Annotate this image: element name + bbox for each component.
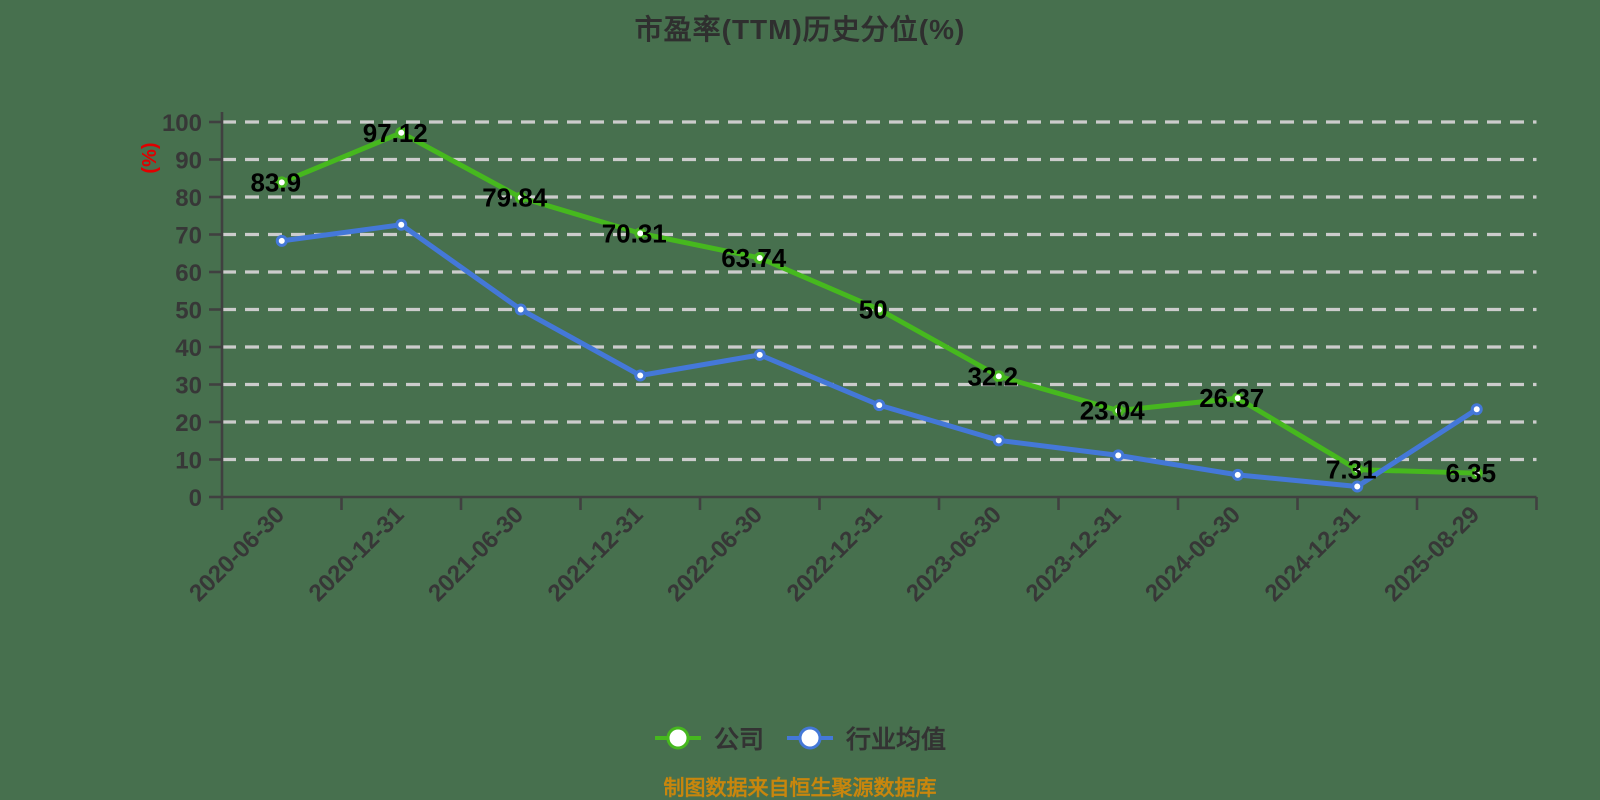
svg-text:30: 30 [175, 373, 202, 400]
legend-marker-industry-average-icon [787, 726, 833, 750]
svg-text:2024-06-30: 2024-06-30 [1140, 501, 1246, 607]
svg-text:83.9: 83.9 [250, 167, 301, 197]
legend-label-company: 公司 [713, 726, 764, 754]
svg-text:26.37: 26.37 [1199, 383, 1264, 413]
svg-text:2023-12-31: 2023-12-31 [1021, 501, 1127, 607]
svg-text:0: 0 [189, 485, 202, 512]
svg-text:90: 90 [175, 148, 202, 175]
chart-title: 市盈率(TTM)历史分位(%) [634, 14, 966, 45]
svg-text:10: 10 [175, 448, 202, 475]
svg-text:(%): (%) [139, 142, 161, 173]
svg-text:2022-06-30: 2022-06-30 [662, 501, 768, 607]
svg-text:2024-12-31: 2024-12-31 [1260, 501, 1366, 607]
legend-label-industry-average: 行业均值 [846, 726, 947, 754]
svg-text:50: 50 [175, 298, 202, 325]
svg-text:6.35: 6.35 [1445, 458, 1496, 488]
svg-text:63.74: 63.74 [721, 243, 787, 273]
svg-text:70: 70 [175, 223, 202, 250]
plot-area: 0 10 20 30 40 50 60 70 80 90 100 2020-06-30 2020-12-… [139, 110, 1538, 607]
svg-text:50: 50 [859, 295, 888, 325]
svg-text:32.2: 32.2 [967, 361, 1018, 391]
svg-text:100: 100 [162, 110, 202, 137]
svg-text:23.04: 23.04 [1080, 396, 1146, 426]
svg-text:40: 40 [175, 335, 202, 362]
svg-text:60: 60 [175, 260, 202, 287]
svg-text:2020-12-31: 2020-12-31 [304, 501, 410, 607]
svg-text:2020-06-30: 2020-06-30 [184, 501, 290, 607]
svg-text:2021-06-30: 2021-06-30 [423, 501, 529, 607]
legend: 公司 行业均值 [0, 720, 1600, 756]
svg-text:2025-08-29: 2025-08-29 [1379, 501, 1485, 607]
legend-item-company[interactable]: 公司 [654, 720, 764, 756]
svg-text:70.31: 70.31 [602, 218, 667, 248]
svg-text:2023-06-30: 2023-06-30 [901, 501, 1007, 607]
legend-marker-company-icon [654, 726, 701, 750]
svg-text:20: 20 [175, 410, 202, 437]
svg-text:2022-12-31: 2022-12-31 [782, 501, 888, 607]
svg-text:97.12: 97.12 [363, 118, 428, 148]
legend-item-industry-average[interactable]: 行业均值 [786, 720, 946, 756]
svg-text:80: 80 [175, 185, 202, 212]
svg-text:79.84: 79.84 [482, 183, 548, 213]
svg-text:7.31: 7.31 [1326, 455, 1377, 485]
svg-text:2021-12-31: 2021-12-31 [543, 501, 649, 607]
source-note: 制图数据来自恒生聚源数据库 [663, 777, 937, 800]
